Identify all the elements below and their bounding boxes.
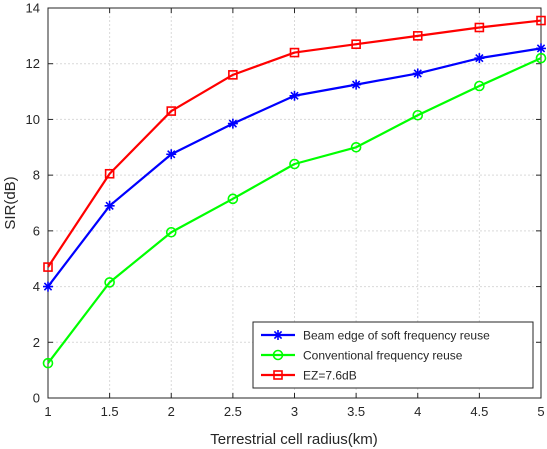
series-layer xyxy=(42,15,547,369)
y-tick-label: 6 xyxy=(33,223,40,238)
series-0 xyxy=(43,43,546,292)
ticks-layer: 1 1.5 2 2.5 3 3.5 4 4.5 5 0 2 4 6 8 10 12 14 xyxy=(26,1,545,420)
data-point xyxy=(227,193,239,205)
data-point xyxy=(43,281,53,292)
data-point xyxy=(412,68,423,79)
data-point xyxy=(165,226,177,238)
y-tick-label: 10 xyxy=(26,112,40,127)
data-point xyxy=(104,168,115,179)
data-point xyxy=(536,15,546,26)
data-point xyxy=(227,118,238,129)
y-tick-label: 14 xyxy=(26,1,40,16)
data-point xyxy=(104,200,115,211)
data-point xyxy=(166,106,177,116)
legend-label: Beam edge of soft frequency reuse xyxy=(303,329,490,343)
y-tick-label: 4 xyxy=(33,279,40,294)
y-tick-label: 0 xyxy=(33,391,40,406)
legend-entry: Conventional frequency reuse xyxy=(261,349,463,363)
data-point xyxy=(43,262,53,272)
legend-marker xyxy=(273,330,283,340)
data-point xyxy=(350,141,362,153)
data-point xyxy=(412,31,423,41)
data-point xyxy=(289,158,300,170)
x-tick-label: 4.5 xyxy=(470,404,488,419)
x-tick-label: 5 xyxy=(537,404,544,419)
legend: Beam edge of soft frequency reuse Convent… xyxy=(252,321,534,389)
series-line xyxy=(47,19,542,268)
data-point xyxy=(474,53,485,64)
data-point xyxy=(535,52,547,64)
data-point xyxy=(351,79,362,90)
data-point xyxy=(104,277,115,288)
x-tick-label: 1.5 xyxy=(101,404,119,419)
legend-marker xyxy=(272,349,284,361)
data-point xyxy=(474,22,485,33)
y-tick-label: 12 xyxy=(26,56,40,71)
legend-label: EZ=7.6dB xyxy=(303,369,357,383)
x-tick-label: 4 xyxy=(414,404,421,419)
y-tick-label: 8 xyxy=(33,168,40,183)
x-tick-label: 3 xyxy=(291,404,298,419)
data-point xyxy=(351,39,361,50)
series-line xyxy=(47,57,542,364)
data-point xyxy=(166,149,177,160)
y-tick-label: 2 xyxy=(33,335,40,350)
legend-entry: EZ=7.6dB xyxy=(261,369,357,383)
data-point xyxy=(42,357,54,369)
x-tick-label: 2.5 xyxy=(224,404,242,419)
x-tick-label: 3.5 xyxy=(347,404,365,419)
series-2 xyxy=(43,15,546,272)
data-point xyxy=(289,47,300,58)
x-tick-label: 2 xyxy=(168,404,175,419)
legend-marker xyxy=(273,370,283,380)
data-point xyxy=(536,43,546,54)
series-1 xyxy=(42,52,547,369)
data-point xyxy=(289,90,300,101)
x-tick-label: 1 xyxy=(44,404,51,419)
data-point xyxy=(412,109,424,121)
legend-label: Conventional frequency reuse xyxy=(303,349,463,363)
data-point xyxy=(228,70,238,80)
legend-entry: Beam edge of soft frequency reuse xyxy=(261,329,490,343)
data-point xyxy=(474,80,485,92)
y-axis-label: SIR(dB) xyxy=(2,176,19,229)
legend-box xyxy=(252,321,534,389)
x-axis-label: Terrestrial cell radius(km) xyxy=(210,431,378,448)
